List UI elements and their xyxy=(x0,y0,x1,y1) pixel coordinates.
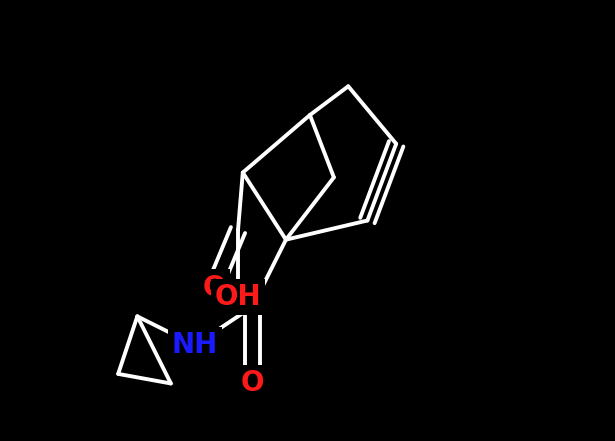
Text: O: O xyxy=(202,273,226,302)
Text: NH: NH xyxy=(172,331,218,359)
Text: O: O xyxy=(240,370,264,397)
Text: OH: OH xyxy=(215,283,261,311)
